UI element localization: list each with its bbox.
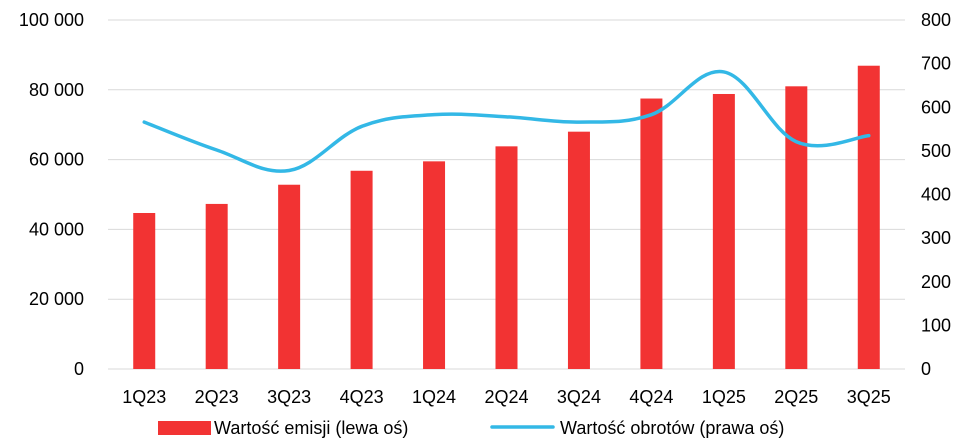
x-tick-label: 2Q23: [195, 387, 239, 407]
left-tick-label: 100 000: [19, 10, 84, 30]
right-tick-label: 400: [921, 185, 951, 205]
bar-series: [133, 65, 880, 370]
right-axis: 0 100 200 300 400 500 600 700 800: [921, 10, 951, 379]
x-tick-label: 2Q24: [484, 387, 528, 407]
bar: [567, 131, 590, 369]
bar: [423, 161, 446, 369]
right-tick-label: 500: [921, 141, 951, 161]
bar: [857, 65, 880, 370]
legend: Wartość emisji (lewa oś) Wartość obrotów …: [158, 418, 784, 438]
bar: [712, 93, 735, 369]
bar: [278, 184, 301, 369]
x-tick-label: 3Q25: [847, 387, 891, 407]
bar: [350, 170, 373, 369]
x-tick-label: 4Q23: [340, 387, 384, 407]
x-tick-label: 1Q23: [122, 387, 166, 407]
right-tick-label: 100: [921, 315, 951, 335]
right-tick-label: 300: [921, 228, 951, 248]
right-tick-label: 600: [921, 97, 951, 117]
line-series: [142, 69, 871, 173]
bar: [785, 86, 808, 369]
legend-label-bar: Wartość emisji (lewa oś): [214, 418, 408, 438]
left-axis: 0 20 000 40 000 60 000 80 000 100 000: [19, 10, 84, 379]
x-tick-label: 1Q25: [702, 387, 746, 407]
left-tick-label: 20 000: [29, 289, 84, 309]
bar: [133, 212, 156, 369]
left-tick-label: 60 000: [29, 150, 84, 170]
right-tick-label: 700: [921, 54, 951, 74]
bar: [205, 203, 228, 369]
left-tick-label: 80 000: [29, 80, 84, 100]
legend-swatch-bar: [158, 421, 211, 435]
legend-label-line: Wartość obrotów (prawa oś): [560, 418, 784, 438]
left-tick-label: 0: [74, 359, 84, 379]
right-tick-label: 200: [921, 272, 951, 292]
right-tick-label: 0: [921, 359, 931, 379]
x-tick-label: 1Q24: [412, 387, 456, 407]
series-line: [142, 69, 871, 173]
x-tick-label: 3Q23: [267, 387, 311, 407]
bar: [640, 98, 663, 370]
x-tick-label: 2Q25: [774, 387, 818, 407]
x-axis: 1Q23 2Q23 3Q23 4Q23 1Q24 2Q24 3Q24 4Q24 1Q25 2Q25…: [122, 387, 891, 407]
bar: [495, 146, 518, 369]
right-tick-label: 800: [921, 10, 951, 30]
left-tick-label: 40 000: [29, 219, 84, 239]
x-tick-label: 3Q24: [557, 387, 601, 407]
x-tick-label: 4Q24: [629, 387, 673, 407]
